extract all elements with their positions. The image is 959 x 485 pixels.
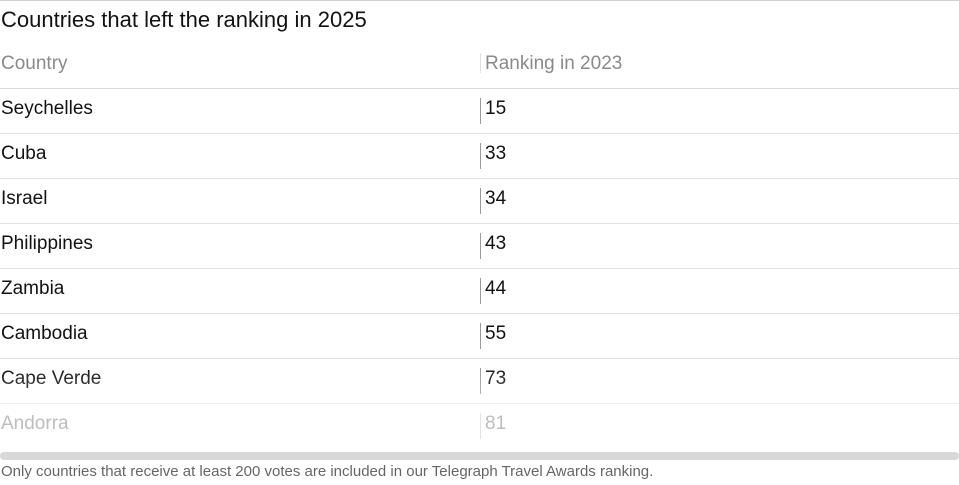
cell-divider bbox=[480, 278, 481, 304]
table-row: Zambia 44 bbox=[0, 269, 959, 314]
ranking-cell: 55 bbox=[485, 323, 507, 344]
ranking-cell: 81 bbox=[485, 413, 507, 434]
ranking-cell: 43 bbox=[485, 233, 507, 254]
ranking-cell: 33 bbox=[485, 143, 507, 164]
ranking-cell: 15 bbox=[485, 98, 507, 119]
country-cell: Andorra bbox=[1, 413, 69, 434]
column-divider bbox=[480, 53, 481, 73]
country-cell: Zambia bbox=[1, 278, 65, 299]
cell-divider bbox=[480, 233, 481, 259]
column-header-country: Country bbox=[1, 53, 68, 74]
country-cell: Cuba bbox=[1, 143, 47, 164]
country-cell: Cape Verde bbox=[1, 368, 102, 389]
table-row: Cambodia 55 bbox=[0, 314, 959, 359]
ranking-cell: 34 bbox=[485, 188, 507, 209]
cell-divider bbox=[480, 188, 481, 214]
table-row: Israel 34 bbox=[0, 179, 959, 224]
ranking-cell: 73 bbox=[485, 368, 507, 389]
country-cell: Israel bbox=[1, 188, 48, 209]
country-cell: Philippines bbox=[1, 233, 93, 254]
cell-divider bbox=[480, 323, 481, 349]
table-row: Cape Verde 73 bbox=[0, 359, 959, 404]
table-row: Philippines 43 bbox=[0, 224, 959, 269]
cell-divider bbox=[480, 413, 481, 439]
scrollbar-thumb[interactable] bbox=[0, 452, 959, 460]
column-header-ranking: Ranking in 2023 bbox=[485, 53, 623, 74]
ranking-cell: 44 bbox=[485, 278, 507, 299]
top-rule bbox=[0, 0, 959, 1]
footnote: Only countries that receive at least 200… bbox=[1, 463, 654, 480]
country-cell: Seychelles bbox=[1, 98, 93, 119]
rankings-table: Country Ranking in 2023 Seychelles 15 Cuba… bbox=[0, 42, 959, 448]
table-title: Countries that left the ranking in 2025 bbox=[1, 7, 367, 32]
cell-divider bbox=[480, 98, 481, 124]
horizontal-scrollbar[interactable] bbox=[0, 452, 959, 460]
table-row: Cuba 33 bbox=[0, 134, 959, 179]
table-row: Andorra 81 bbox=[0, 404, 959, 448]
table-row: Seychelles 15 bbox=[0, 89, 959, 134]
cell-divider bbox=[480, 368, 481, 394]
table-header: Country Ranking in 2023 bbox=[0, 42, 959, 89]
cell-divider bbox=[480, 143, 481, 169]
table-body: Seychelles 15 Cuba 33 Israel 34 Philippines 43 Z… bbox=[0, 89, 959, 448]
country-cell: Cambodia bbox=[1, 323, 88, 344]
